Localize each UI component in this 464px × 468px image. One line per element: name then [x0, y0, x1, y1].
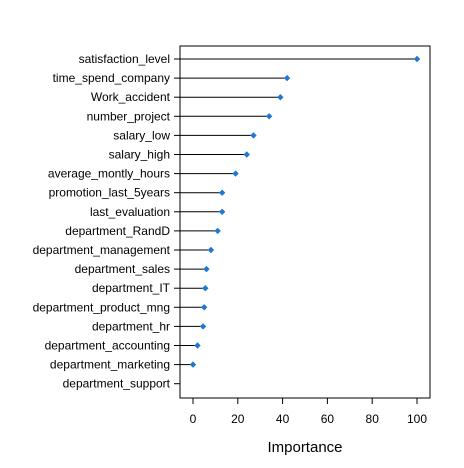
importance-point — [194, 342, 201, 349]
importance-point — [214, 227, 221, 235]
importance-point — [232, 170, 239, 177]
y-tick-label: satisfaction_level — [79, 52, 170, 66]
importance-point — [199, 323, 207, 330]
y-tick-label: salary_high — [109, 148, 170, 162]
x-tick-label: 80 — [366, 412, 380, 426]
y-tick-label: department_marketing — [50, 358, 170, 372]
importance-point — [218, 208, 226, 215]
x-axis-title: Importance — [267, 439, 342, 456]
importance-point — [189, 361, 197, 368]
y-tick-label: salary_low — [113, 128, 170, 142]
y-tick-label: department_sales — [75, 262, 170, 276]
importance-point — [250, 132, 257, 139]
importance-point — [218, 189, 226, 196]
plot-frame — [179, 45, 431, 399]
x-tick-label: 100 — [407, 412, 427, 426]
importance-point — [277, 94, 284, 101]
x-axis-tick-labels: 0 20 40 60 80 100 — [190, 412, 428, 426]
importance-point — [265, 113, 273, 120]
y-tick-label: last_evaluation — [90, 205, 170, 219]
y-tick-label: department_management — [33, 243, 171, 257]
importance-point — [203, 265, 210, 273]
y-tick-label: department_IT — [92, 281, 171, 295]
x-tick-label: 40 — [276, 412, 290, 426]
importance-points — [189, 55, 421, 368]
y-tick-label: number_project — [87, 109, 171, 123]
importance-lines — [180, 58, 417, 366]
importance-point — [207, 246, 215, 254]
x-axis-ticks — [192, 398, 418, 404]
y-tick-label: promotion_last_5years — [49, 186, 170, 200]
x-tick-label: 20 — [231, 412, 245, 426]
importance-point — [283, 74, 291, 82]
importance-point — [201, 304, 208, 311]
x-tick-label: 0 — [190, 412, 197, 426]
y-axis-labels: satisfaction_level time_spend_company Work… — [33, 52, 180, 391]
y-tick-label: department_support — [63, 377, 171, 391]
importance-point — [202, 285, 209, 292]
y-tick-label: department_accounting — [45, 339, 170, 353]
y-tick-label: time_spend_company — [53, 71, 170, 85]
importance-point — [413, 55, 421, 63]
y-tick-label: average_montly_hours — [48, 167, 170, 181]
importance-point — [243, 151, 250, 158]
y-tick-label: Work_accident — [91, 90, 171, 104]
y-tick-label: department_product_mng — [33, 300, 170, 314]
y-tick-label: department_RandD — [65, 224, 170, 238]
x-tick-label: 60 — [321, 412, 335, 426]
y-tick-label: department_hr — [92, 319, 170, 333]
